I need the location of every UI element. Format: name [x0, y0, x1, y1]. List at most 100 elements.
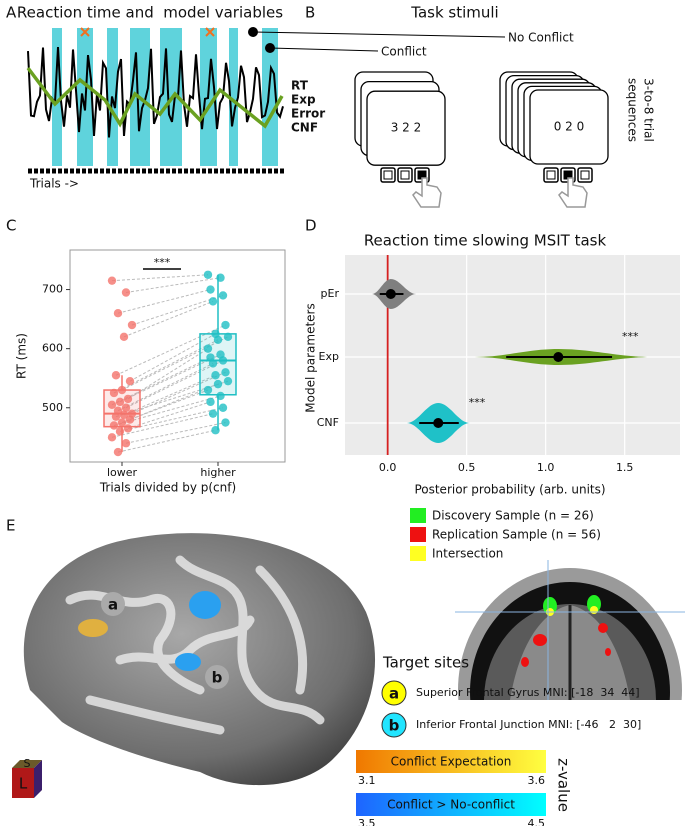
pair-line	[129, 333, 216, 382]
panel-label: D	[305, 217, 317, 235]
y-tick-label: 700	[42, 283, 63, 296]
colorbar-name: Conflict > No-conflict	[387, 798, 515, 812]
panel-label: E	[6, 517, 15, 535]
legend-label: Intersection	[432, 547, 503, 561]
x-tick-label: 0.0	[379, 461, 397, 474]
pair-line	[123, 300, 214, 338]
pair-line	[121, 389, 209, 424]
colorbar-max: 4.5	[528, 817, 546, 826]
data-point	[216, 391, 225, 401]
pair-line	[125, 360, 224, 409]
error-markers	[80, 27, 215, 37]
data-point	[203, 270, 213, 279]
plot-frame	[69, 249, 286, 463]
sequence-note: sequences	[626, 78, 640, 142]
data-point	[206, 397, 215, 407]
data-point	[125, 376, 135, 386]
y-tick-label: CNF	[317, 416, 339, 429]
data-point	[119, 332, 129, 342]
estimate-point	[553, 352, 564, 362]
pair-line	[119, 407, 224, 432]
site-marker: b	[212, 669, 223, 687]
stimulus-digits: 3 2 2	[391, 121, 422, 135]
x-axis-label: Trials ->	[29, 177, 79, 191]
callout-line	[269, 47, 379, 52]
panel-title: Reaction time and model variables	[17, 4, 283, 22]
data-point	[107, 400, 117, 410]
pair-line	[125, 422, 226, 444]
data-point	[117, 418, 127, 427]
pair-line	[117, 362, 214, 412]
pair-line	[127, 401, 211, 429]
data-point	[221, 418, 230, 427]
data-point	[211, 426, 220, 435]
panel-label: A	[6, 4, 17, 22]
chart-title: Reaction time slowing MSIT task	[364, 232, 607, 250]
brain-render	[23, 533, 376, 786]
data-point	[221, 320, 230, 330]
response-button-inner	[580, 170, 590, 180]
hand-icon	[412, 177, 442, 208]
colorbars: Conflict Expectation 3.1 3.6 Conflict > No-…	[356, 750, 546, 826]
x-tick-label: 1.5	[616, 461, 634, 474]
data-point	[119, 410, 129, 420]
data-point	[123, 424, 133, 433]
colorbar	[356, 750, 546, 773]
estimate-point	[433, 418, 444, 428]
pair-line	[111, 413, 214, 438]
data-point	[127, 320, 137, 330]
legend-entry: RT	[291, 79, 309, 93]
x-tick-label: 0.5	[458, 461, 476, 474]
data-point	[223, 376, 233, 386]
significance: ***	[622, 330, 639, 343]
colorbar-max: 3.6	[528, 774, 546, 787]
rt-trace	[27, 46, 284, 138]
data-point	[113, 447, 123, 457]
data-point	[111, 412, 121, 421]
significance: ***	[469, 396, 486, 409]
site-marker: a	[108, 596, 118, 614]
site-badge-label: b	[389, 717, 400, 735]
target-sites: a Superior Frontal Gyrus MNI: [-18 34 44]…	[381, 680, 641, 738]
data-point	[218, 291, 228, 300]
x-axis-label: Trials divided by p(cnf)	[99, 481, 236, 495]
data-point	[113, 308, 123, 318]
colorbar-min: 3.5	[358, 817, 376, 826]
legend-entry: Exp	[291, 93, 316, 107]
cube-label: L	[19, 775, 28, 793]
data-point	[117, 385, 127, 395]
callout-line	[252, 31, 506, 38]
legend-swatch	[410, 546, 426, 561]
cube-label: S	[24, 757, 31, 770]
data-point	[203, 385, 213, 395]
pair-line	[131, 294, 224, 326]
pair-line	[125, 277, 221, 294]
legend-entry: CNF	[291, 121, 318, 135]
legend: Discovery Sample (n = 26) Replication Sam…	[410, 508, 601, 561]
data-point	[208, 297, 218, 306]
violin-plot: 0.0 0.5 1.0 1.5 pEr Exp *** CNF ***	[317, 255, 680, 474]
pair-line	[131, 371, 226, 415]
data-point	[213, 335, 223, 344]
estimate-point	[385, 289, 396, 299]
pair-line	[111, 357, 211, 406]
legend-label: Discovery Sample (n = 26)	[432, 509, 594, 523]
site-text: Superior Frontal Gyrus MNI: [-18 34 44]	[416, 686, 640, 699]
data-point	[107, 276, 117, 285]
pair-line	[111, 274, 209, 282]
panel-label: B	[305, 4, 315, 22]
axial-slice	[455, 560, 685, 700]
data-point	[115, 397, 125, 407]
data-point	[121, 403, 131, 412]
y-tick-label: pEr	[321, 287, 340, 300]
data-point	[218, 356, 228, 365]
pair-line	[129, 383, 219, 421]
data-point	[208, 409, 218, 418]
condition-label: No Conflict	[508, 31, 574, 45]
response-button-inner	[546, 170, 556, 180]
y-tick-label: 500	[42, 401, 63, 414]
data-point	[111, 371, 121, 380]
x-tick-label: higher	[200, 466, 236, 479]
pair-line	[119, 354, 221, 403]
